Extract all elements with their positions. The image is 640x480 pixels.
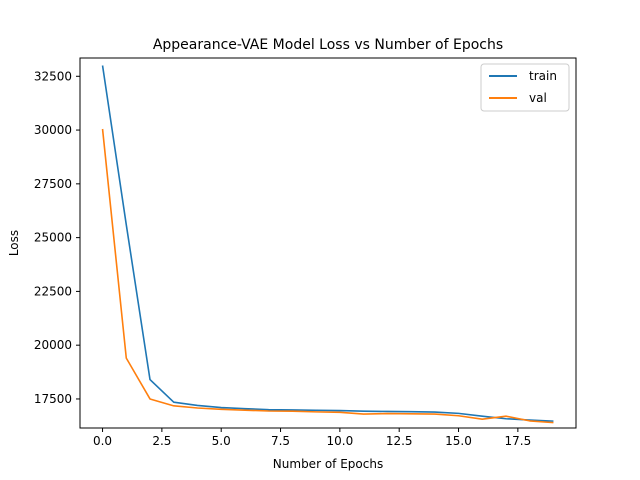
legend-train-label: train xyxy=(529,69,557,83)
x-tick-label: 15.0 xyxy=(445,434,472,448)
x-tick-label: 7.5 xyxy=(271,434,290,448)
x-tick-label: 0.0 xyxy=(93,434,112,448)
y-axis-label: Loss xyxy=(7,230,21,256)
y-tick-label: 22500 xyxy=(34,284,72,298)
y-tick-label: 30000 xyxy=(34,123,72,137)
y-tick-label: 27500 xyxy=(34,177,72,191)
chart-title: Appearance-VAE Model Loss vs Number of E… xyxy=(153,37,503,53)
series-lines xyxy=(101,65,554,424)
y-axis-ticks: 17500 20000 22500 25000 27500 30000 32500 xyxy=(34,69,80,406)
y-tick-label: 25000 xyxy=(34,231,72,245)
series-line-val xyxy=(101,128,554,424)
x-tick-label: 2.5 xyxy=(152,434,171,448)
y-tick-label: 32500 xyxy=(34,69,72,83)
x-tick-label: 10.0 xyxy=(327,434,354,448)
x-axis-ticks: 0.0 2.5 5.0 7.5 10.0 12.5 15.0 17.5 xyxy=(93,428,531,448)
x-tick-label: 5.0 xyxy=(212,434,231,448)
series-line-train xyxy=(101,65,554,422)
plot-area-frame xyxy=(79,57,577,429)
y-tick-label: 20000 xyxy=(34,338,72,352)
legend-val-label: val xyxy=(529,91,547,105)
y-tick-label: 17500 xyxy=(34,392,72,406)
x-axis-label: Number of Epochs xyxy=(273,457,383,471)
x-tick-label: 12.5 xyxy=(386,434,413,448)
x-tick-label: 17.5 xyxy=(504,434,531,448)
legend: train val xyxy=(480,63,570,112)
